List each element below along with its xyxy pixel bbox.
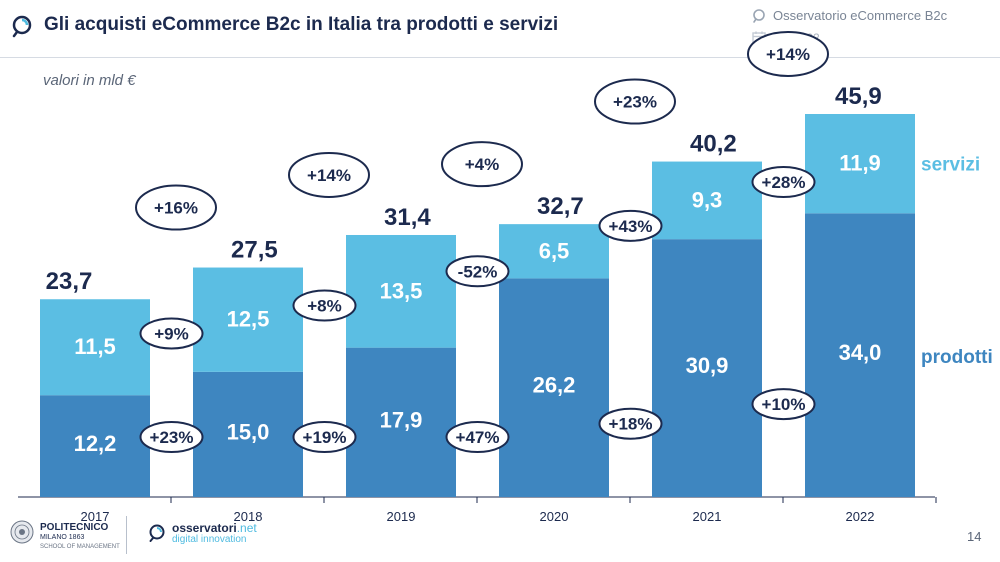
growth-prodotti-bubble [445, 421, 510, 453]
page-number: 14 [967, 529, 982, 544]
growth-servizi-bubble [598, 209, 663, 242]
footer-divider [126, 516, 127, 554]
x-tick-label: 2021 [693, 509, 722, 524]
osservatori-footer-icon [149, 524, 165, 542]
growth-prodotti: +47% [456, 428, 500, 447]
growth-servizi-bubble [139, 317, 204, 350]
growth-servizi-bubble [445, 255, 510, 288]
total-label: 45,9 [835, 83, 882, 110]
bar-prodotti [346, 347, 456, 497]
osservatori-brand-suffix: .net [236, 521, 257, 535]
value-label-prodotti: 30,9 [686, 353, 729, 378]
value-label-servizi: 12,5 [227, 307, 270, 332]
total-label: 40,2 [690, 131, 737, 158]
growth-prodotti-bubble [139, 421, 204, 453]
bar-servizi [805, 114, 915, 214]
growth-total-bubble [135, 184, 217, 231]
value-label-prodotti: 12,2 [74, 431, 117, 456]
growth-total-bubble [747, 31, 829, 77]
value-label-prodotti: 34,0 [839, 340, 882, 365]
bar-prodotti [805, 213, 915, 497]
page-title: Gli acquisti eCommerce B2c in Italia tra… [44, 14, 559, 35]
value-label-servizi: 11,5 [74, 334, 116, 359]
osservatori-brand: osservatori.net [172, 521, 257, 535]
bar-servizi [346, 234, 456, 348]
total-label: 31,4 [384, 204, 431, 231]
growth-total-bubble [441, 141, 523, 188]
value-label-prodotti: 26,2 [533, 373, 576, 398]
growth-prodotti: +10% [762, 395, 806, 414]
bar-servizi [499, 224, 609, 279]
bar-servizi [652, 161, 762, 240]
politecnico-school: SCHOOL OF MANAGEMENT [40, 544, 120, 550]
units-label: valori in mld € [43, 72, 136, 89]
value-label-prodotti: 15,0 [227, 419, 270, 444]
bar-servizi [193, 267, 303, 372]
growth-prodotti-bubble [292, 421, 357, 453]
bar-prodotti [652, 239, 762, 497]
total-label: 23,7 [46, 268, 93, 295]
osservatori-logo-icon [12, 15, 32, 38]
growth-prodotti: +18% [609, 415, 653, 434]
value-label-servizi: 11,9 [839, 151, 881, 176]
politecnico-seal-icon [10, 520, 34, 544]
x-tick-label: 2017 [81, 509, 110, 524]
growth-servizi-bubble [292, 289, 357, 322]
growth-total: +23% [613, 93, 657, 112]
total-label: 32,7 [537, 193, 584, 220]
growth-total: +4% [465, 155, 500, 174]
growth-servizi: -52% [458, 262, 498, 281]
header-divider [0, 57, 1000, 58]
bar-prodotti [40, 395, 150, 497]
growth-prodotti: +19% [303, 428, 347, 447]
politecnico-city: MILANO 1863 [40, 534, 85, 541]
x-tick-label: 2019 [387, 509, 416, 524]
bar-prodotti [193, 371, 303, 497]
value-label-servizi: 13,5 [380, 278, 423, 303]
growth-prodotti: +23% [150, 428, 194, 447]
growth-prodotti-bubble [751, 388, 816, 421]
politecnico-name: POLITECNICO [40, 522, 109, 533]
value-label-servizi: 6,5 [539, 238, 570, 263]
total-label: 27,5 [231, 237, 278, 264]
source-label: Osservatorio eCommerce B2c [773, 8, 948, 23]
legend-servizi: servizi [921, 155, 980, 176]
value-label-servizi: 9,3 [692, 187, 723, 212]
growth-servizi: +8% [307, 297, 342, 316]
growth-total-bubble [288, 151, 370, 198]
growth-prodotti-bubble [598, 407, 663, 440]
value-label-prodotti: 17,9 [380, 407, 423, 432]
osservatori-small-icon [753, 9, 765, 23]
x-tick-label: 2022 [846, 509, 875, 524]
legend-prodotti: prodotti [921, 347, 993, 368]
growth-total: +16% [154, 199, 198, 218]
growth-total-bubble [594, 78, 676, 125]
growth-servizi: +43% [609, 217, 653, 236]
bar-servizi [40, 299, 150, 396]
growth-total: +14% [766, 45, 810, 64]
osservatori-tagline: digital innovation [172, 534, 247, 545]
growth-total: +14% [307, 166, 351, 185]
x-tick-label: 2018 [234, 509, 263, 524]
growth-servizi: +28% [762, 173, 806, 192]
x-tick-label: 2020 [540, 509, 569, 524]
growth-servizi-bubble [751, 166, 816, 199]
osservatori-brand-name: osservatori [172, 521, 237, 535]
bar-prodotti [499, 278, 609, 497]
growth-servizi: +9% [154, 324, 189, 343]
